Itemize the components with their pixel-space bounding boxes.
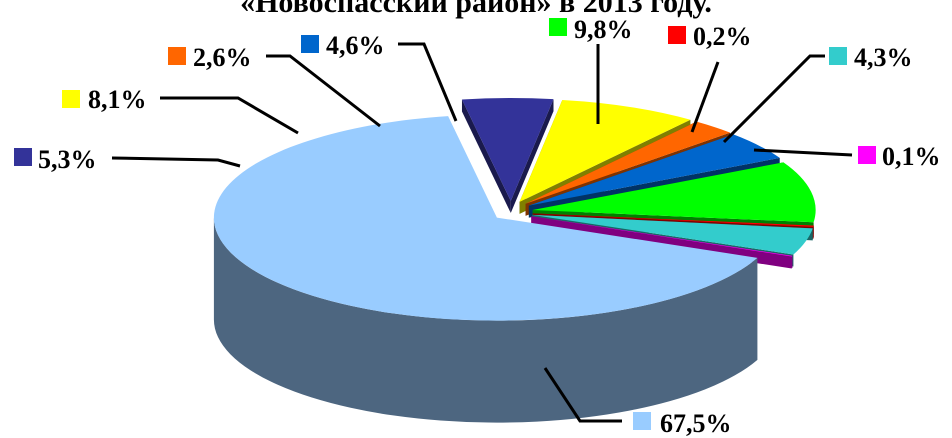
legend-swatch-7 xyxy=(829,47,847,65)
pie-slice-top-1 xyxy=(461,98,554,202)
pie-slice-top-3 xyxy=(525,121,731,204)
leader-line-1 xyxy=(111,156,241,168)
leader-line-7 xyxy=(722,54,825,144)
pie-slice-top-5 xyxy=(532,162,816,223)
pie-slice-edge-1-1 xyxy=(510,99,554,214)
data-label-6: 0,2% xyxy=(693,22,752,51)
data-label-4: 4,6% xyxy=(326,31,385,60)
data-label-5: 9,8% xyxy=(574,15,633,44)
pie-slice-1 xyxy=(461,98,554,214)
leader-line-8 xyxy=(753,148,853,157)
legend-swatch-4 xyxy=(301,35,319,53)
legend-swatch-5 xyxy=(549,18,567,36)
data-label-1: 5,3% xyxy=(38,145,97,174)
pie-slice-top-7 xyxy=(532,214,813,255)
legend-swatch-2 xyxy=(62,90,80,108)
leader-line-0 xyxy=(543,367,622,423)
data-label-8: 0,1% xyxy=(882,142,941,171)
leader-line-3 xyxy=(266,54,381,128)
legend-swatch-3 xyxy=(168,47,186,65)
pie-slice-edge-1-0 xyxy=(461,99,511,214)
pie-slice-top-2 xyxy=(519,100,691,202)
pie-slice-top-8 xyxy=(531,216,793,257)
legend-swatch-8 xyxy=(858,146,876,164)
pie-slice-top-4 xyxy=(528,134,780,206)
pie-slice-top-6 xyxy=(532,213,814,227)
data-label-0: 67,5% xyxy=(660,409,732,438)
leader-line-6 xyxy=(690,61,720,133)
pie-slices xyxy=(213,98,816,423)
chart-title: «Новоспасский район» в 2013 году. xyxy=(240,0,712,19)
pie-slice-wall-0 xyxy=(213,217,758,423)
legend-swatch-6 xyxy=(668,26,686,44)
leader-line-4 xyxy=(398,42,458,122)
data-label-3: 2,6% xyxy=(193,43,252,72)
pie-slice-0 xyxy=(213,116,758,423)
slice-labels: 67,5% 5,3% 8,1% 2,6% 4,6% 9,8% 0,2% 4,3% 0,1% xyxy=(14,15,941,438)
data-label-7: 4,3% xyxy=(854,43,913,72)
legend-swatch-0 xyxy=(633,412,651,430)
leader-lines xyxy=(111,42,853,423)
pie-slice-top-0 xyxy=(213,116,758,321)
data-label-2: 8,1% xyxy=(88,85,147,114)
legend-swatch-1 xyxy=(14,148,32,166)
leader-line-2 xyxy=(160,96,299,135)
